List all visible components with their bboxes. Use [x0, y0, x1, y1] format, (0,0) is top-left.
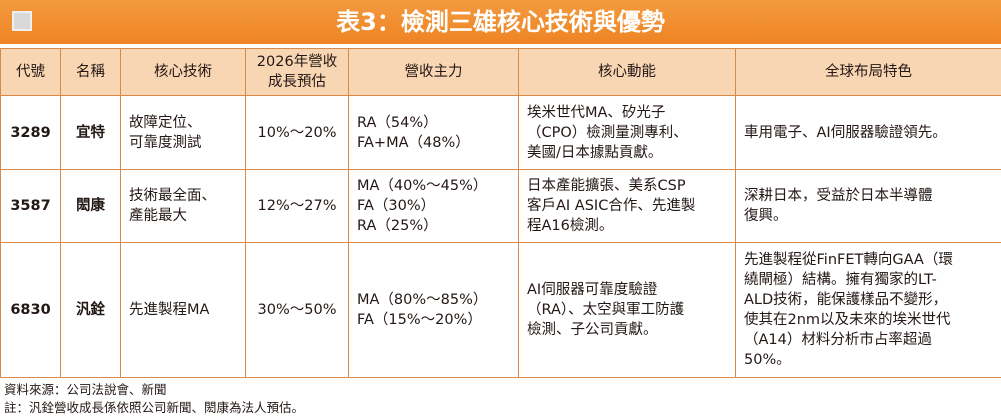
cell-text: 3289	[10, 124, 51, 141]
cell-text: （CPO）檢測量測專利、	[527, 124, 688, 141]
title: 表3：檢測三雄核心技術與優勢	[336, 8, 665, 36]
table-cell: 深耕日本，受益於日本半導體 復興。	[735, 169, 1001, 243]
cell-text: 50%。	[744, 352, 791, 368]
cell-text: 使其在2nm以及未來的埃米世代	[744, 312, 951, 328]
cell-text: 30%～50%	[257, 302, 337, 318]
cell-text: 宜特	[76, 124, 105, 141]
cell-text: ALD技術，能保護樣品不變形，	[744, 292, 948, 308]
table-cell: AI伺服器可靠度驗證 （RA）、太空與軍工防護 檢測、子公司貢獻。	[518, 242, 736, 378]
table-cell: MA（40%～45%） FA（30%） RA（25%）	[348, 169, 519, 243]
header-cell: 代號	[0, 48, 61, 96]
table-cell: 閎康	[60, 169, 121, 243]
cell-text: （A14）材料分析市占率超過	[744, 332, 932, 348]
note: 註：汎銓營收成長係依照公司新聞、閎康為法人預估。	[4, 400, 305, 415]
cell-text: 汎銓	[76, 302, 105, 318]
cell-text: 美國/日本據點貢獻。	[527, 144, 663, 161]
table-cell: RA（54%） FA+MA（48%）	[348, 95, 519, 170]
cell-text: FA（30%）	[357, 198, 436, 214]
cell-text: RA（54%）	[357, 114, 438, 131]
header-text: 全球布局特色	[825, 64, 912, 80]
cell-text: MA（40%～45%）	[357, 178, 488, 194]
header-cell: 營收主力	[348, 48, 519, 96]
header-cell: 核心技術	[120, 48, 246, 96]
table-row: 6830 汎銓 先進製程MA 30%～50% MA（80%～85%） FA（15%～20%…	[0, 242, 1001, 378]
title-bar: 表3：檢測三雄核心技術與優勢	[0, 0, 1001, 44]
table-cell: 先進製程MA	[120, 242, 246, 378]
cell-text: 日本產能擴張、美系CSP	[527, 178, 686, 194]
cell-text: 車用電子、AI伺服器驗證領先。	[744, 124, 947, 141]
cell-text: 10%～20%	[257, 124, 337, 141]
table: 代號 名稱 核心技術 2026年營收 成長預估 營收主力 核心動能 全球布局特色 3289 宜特…	[0, 48, 1001, 378]
cell-text: 技術最全面、	[129, 188, 216, 204]
title-icon	[12, 11, 32, 31]
header-cell: 核心動能	[518, 48, 736, 96]
cell-text: FA（15%～20%）	[357, 312, 482, 328]
table-cell: 30%～50%	[245, 242, 349, 378]
header-cell: 全球布局特色	[735, 48, 1001, 96]
cell-text: FA+MA（48%）	[357, 134, 470, 151]
cell-text: 3587	[10, 198, 51, 214]
cell-text: 檢測、子公司貢獻。	[527, 322, 658, 338]
cell-text: 先進製程MA	[129, 302, 210, 318]
table-row: 3587 閎康 技術最全面、 產能最大 12%～27% MA（40%～45%） FA（30%…	[0, 169, 1001, 243]
cell-text: AI伺服器可靠度驗證	[527, 282, 658, 298]
cell-text: 深耕日本，受益於日本半導體	[744, 188, 933, 204]
cell-text: 故障定位、	[129, 114, 202, 131]
header-cell: 名稱	[60, 48, 121, 96]
table-cell: 3587	[0, 169, 61, 243]
header-row: 代號 名稱 核心技術 2026年營收 成長預估 營收主力 核心動能 全球布局特色	[0, 48, 1001, 96]
header-text: 核心技術	[154, 64, 212, 80]
table-row: 3289 宜特 故障定位、 可靠度測試 10%～20% RA（54%） FA+MA（48%）…	[0, 95, 1001, 170]
table-cell: 車用電子、AI伺服器驗證領先。	[735, 95, 1001, 170]
table-cell: 日本產能擴張、美系CSP 客戶AI ASIC合作、先進製 程A16檢測。	[518, 169, 736, 243]
header-text: 2026年營收	[256, 54, 338, 70]
cell-text: 復興。	[744, 208, 788, 224]
header-text: 代號	[16, 64, 45, 80]
table-cell: MA（80%～85%） FA（15%～20%）	[348, 242, 519, 378]
header-cell: 2026年營收 成長預估	[245, 48, 349, 96]
cell-text: （RA）、太空與軍工防護	[527, 302, 685, 318]
cell-text: 先進製程從FinFET轉向GAA（環	[744, 252, 953, 268]
table-cell: 6830	[0, 242, 61, 378]
cell-text: 可靠度測試	[129, 134, 202, 151]
cell-text: 繞閘極）結構。擁有獨家的LT-	[744, 272, 937, 288]
header-text: 營收主力	[404, 64, 463, 80]
header-text: 核心動能	[598, 64, 656, 80]
table-cell: 故障定位、可靠度測試	[120, 95, 246, 170]
header-text: 成長預估	[268, 74, 326, 90]
table-cell: 3289	[0, 95, 61, 170]
table-cell: 12%～27%	[245, 169, 349, 243]
notes: 資料來源：公司法說會、新聞註：汎銓營收成長係依照公司新聞、閎康為法人預估。	[4, 381, 304, 417]
table-cell: 埃米世代MA、矽光子 （CPO）檢測量測專利、 美國/日本據點貢獻。	[518, 95, 736, 170]
table-body: 3289 宜特 故障定位、 可靠度測試 10%～20% RA（54%） FA+MA（48%）…	[0, 95, 1001, 378]
cell-text: MA（80%～85%）	[357, 292, 488, 308]
cell-text: 12%～27%	[257, 198, 337, 214]
table-cell: 先進製程從FinFET轉向GAA（環 繞閘極）結構。擁有獨家的LT- ALD技術，能…	[735, 242, 1001, 378]
note: 資料來源：公司法說會、新聞	[4, 382, 167, 397]
table-cell: 汎銓	[60, 242, 121, 378]
cell-text: RA（25%）	[357, 218, 438, 234]
cell-text: 閎康	[76, 198, 105, 214]
cell-text: 客戶AI ASIC合作、先進製	[527, 198, 696, 214]
table-cell: 宜特	[60, 95, 121, 170]
cell-text: 6830	[10, 302, 51, 318]
cell-text: 程A16檢測。	[527, 218, 614, 234]
cell-text: 產能最大	[129, 208, 187, 224]
cell-text: 埃米世代MA、矽光子	[527, 104, 666, 121]
table-cell: 技術最全面、 產能最大	[120, 169, 246, 243]
table-cell: 10%～20%	[245, 95, 349, 170]
header-text: 名稱	[76, 64, 105, 80]
